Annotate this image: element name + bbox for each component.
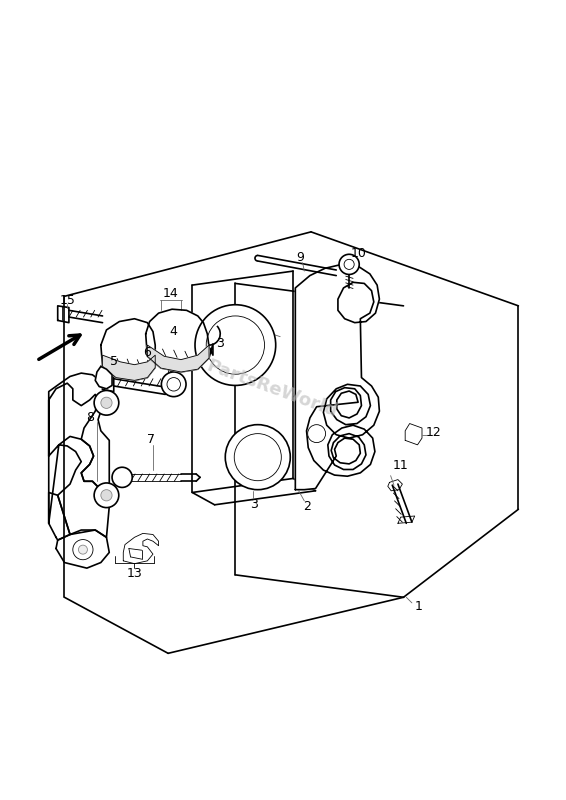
Text: 8: 8 — [85, 411, 93, 425]
Polygon shape — [102, 355, 155, 380]
Text: 2: 2 — [303, 500, 311, 513]
Text: 7: 7 — [147, 433, 155, 446]
Polygon shape — [147, 345, 209, 372]
Circle shape — [79, 545, 87, 554]
Text: 1: 1 — [415, 600, 423, 613]
Polygon shape — [58, 306, 69, 322]
Text: 3: 3 — [216, 338, 224, 350]
Polygon shape — [49, 373, 109, 506]
Circle shape — [234, 434, 281, 481]
Polygon shape — [295, 264, 379, 490]
Circle shape — [73, 539, 93, 560]
Circle shape — [206, 316, 264, 374]
Polygon shape — [405, 423, 422, 445]
Circle shape — [195, 305, 276, 386]
Text: 15: 15 — [59, 294, 75, 306]
Polygon shape — [131, 333, 188, 355]
Text: 6: 6 — [143, 346, 151, 359]
Circle shape — [225, 425, 290, 490]
Circle shape — [94, 390, 119, 415]
Circle shape — [161, 372, 186, 397]
Polygon shape — [49, 493, 70, 540]
Polygon shape — [123, 534, 158, 564]
Text: 4: 4 — [170, 325, 178, 338]
Circle shape — [308, 425, 325, 442]
Polygon shape — [101, 318, 155, 380]
Text: 13: 13 — [127, 567, 143, 580]
Circle shape — [94, 483, 119, 508]
Polygon shape — [49, 437, 109, 538]
Circle shape — [339, 254, 359, 274]
Text: 10: 10 — [351, 246, 367, 260]
Text: 9: 9 — [296, 251, 304, 264]
Circle shape — [101, 397, 112, 409]
Text: PartsReWorld: PartsReWorld — [204, 357, 340, 421]
Polygon shape — [56, 530, 109, 568]
Polygon shape — [95, 366, 112, 389]
Text: 5: 5 — [110, 355, 118, 368]
Text: 12: 12 — [425, 426, 441, 439]
Polygon shape — [398, 516, 415, 523]
Text: 3: 3 — [250, 498, 258, 511]
Text: 14: 14 — [163, 287, 179, 300]
Circle shape — [167, 378, 181, 391]
Polygon shape — [145, 310, 213, 372]
Circle shape — [112, 467, 132, 487]
Polygon shape — [388, 479, 402, 490]
Circle shape — [344, 259, 354, 270]
Circle shape — [101, 490, 112, 501]
Polygon shape — [102, 373, 114, 391]
Text: 11: 11 — [393, 459, 409, 472]
